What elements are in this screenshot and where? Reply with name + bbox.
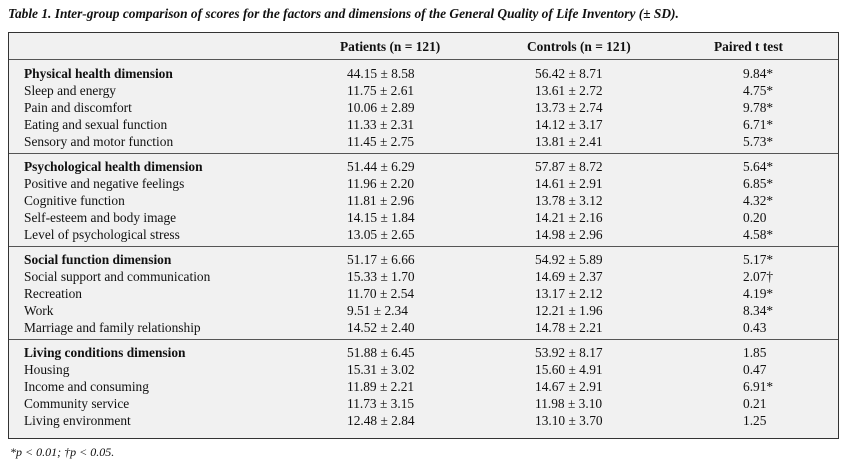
t-test-value: 4.75* xyxy=(743,83,774,98)
header-divider xyxy=(9,59,838,60)
patients-value: 51.88 ± 6.45 xyxy=(347,345,415,360)
patients-value: 15.33 ± 1.70 xyxy=(347,269,415,284)
patients-value: 12.48 ± 2.84 xyxy=(347,413,415,428)
controls-value: 14.21 ± 2.16 xyxy=(535,210,603,225)
t-test-value: 8.34* xyxy=(743,303,774,318)
t-test-value: 6.71* xyxy=(743,117,774,132)
patients-value: 51.17 ± 6.66 xyxy=(347,252,415,267)
row-label: Living environment xyxy=(24,413,131,428)
row-label: Work xyxy=(24,303,54,318)
t-test-value: 6.91* xyxy=(743,379,774,394)
row-label: Social support and communication xyxy=(24,269,211,284)
patients-value: 11.73 ± 3.15 xyxy=(347,396,415,411)
controls-value: 53.92 ± 8.17 xyxy=(535,345,603,360)
patients-value: 13.05 ± 2.65 xyxy=(347,227,415,242)
group-divider xyxy=(9,153,838,154)
row-label: Income and consuming xyxy=(24,379,149,394)
t-test-value: 0.43 xyxy=(743,320,767,335)
row-label: Social function dimension xyxy=(24,252,172,267)
group-divider xyxy=(9,246,838,247)
row-label: Positive and negative feelings xyxy=(24,176,185,191)
patients-value: 15.31 ± 3.02 xyxy=(347,362,415,377)
patients-value: 44.15 ± 8.58 xyxy=(347,66,415,81)
table-header: Patients (n = 121) Controls (n = 121) Pa… xyxy=(9,39,838,57)
group-divider xyxy=(9,339,838,340)
controls-value: 14.61 ± 2.91 xyxy=(535,176,603,191)
t-test-value: 5.64* xyxy=(743,159,774,174)
row-label: Psychological health dimension xyxy=(24,159,203,174)
header-patients: Patients (n = 121) xyxy=(340,39,441,54)
patients-value: 11.96 ± 2.20 xyxy=(347,176,415,191)
controls-value: 14.12 ± 3.17 xyxy=(535,117,603,132)
controls-value: 13.78 ± 3.12 xyxy=(535,193,603,208)
table-caption: Table 1. Inter-group comparison of score… xyxy=(8,6,679,21)
controls-value: 56.42 ± 8.71 xyxy=(535,66,603,81)
patients-value: 11.70 ± 2.54 xyxy=(347,286,415,301)
footnote: *p < 0.01; †p < 0.05. xyxy=(10,445,115,459)
header-t-test: Paired t test xyxy=(714,39,783,54)
controls-value: 12.21 ± 1.96 xyxy=(535,303,603,318)
row-label: Recreation xyxy=(24,286,82,301)
patients-value: 51.44 ± 6.29 xyxy=(347,159,415,174)
t-test-value: 0.47 xyxy=(743,362,767,377)
controls-value: 57.87 ± 8.72 xyxy=(535,159,603,174)
row-label: Marriage and family relationship xyxy=(24,320,201,335)
controls-value: 13.81 ± 2.41 xyxy=(535,134,603,149)
controls-value: 13.61 ± 2.72 xyxy=(535,83,603,98)
header-controls: Controls (n = 121) xyxy=(527,39,631,54)
patients-value: 11.75 ± 2.61 xyxy=(347,83,415,98)
controls-value: 13.17 ± 2.12 xyxy=(535,286,603,301)
row-label: Cognitive function xyxy=(24,193,125,208)
t-test-value: 1.25 xyxy=(743,413,767,428)
t-test-value: 4.19* xyxy=(743,286,774,301)
patients-value: 14.52 ± 2.40 xyxy=(347,320,415,335)
controls-value: 14.78 ± 2.21 xyxy=(535,320,603,335)
row-label: Housing xyxy=(24,362,70,377)
t-test-value: 6.85* xyxy=(743,176,774,191)
row-label: Physical health dimension xyxy=(24,66,173,81)
t-test-value: 5.17* xyxy=(743,252,774,267)
row-label: Self-esteem and body image xyxy=(24,210,177,225)
controls-value: 11.98 ± 3.10 xyxy=(535,396,603,411)
controls-value: 14.67 ± 2.91 xyxy=(535,379,603,394)
t-test-value: 0.21 xyxy=(743,396,767,411)
patients-value: 11.45 ± 2.75 xyxy=(347,134,415,149)
row-label: Pain and discomfort xyxy=(24,100,132,115)
patients-value: 14.15 ± 1.84 xyxy=(347,210,415,225)
t-test-value: 2.07† xyxy=(743,269,774,284)
t-test-value: 9.78* xyxy=(743,100,774,115)
patients-value: 9.51 ± 2.34 xyxy=(347,303,408,318)
controls-value: 13.10 ± 3.70 xyxy=(535,413,603,428)
row-label: Level of psychological stress xyxy=(24,227,180,242)
patients-value: 11.89 ± 2.21 xyxy=(347,379,415,394)
t-test-value: 1.85 xyxy=(743,345,767,360)
row-label: Sensory and motor function xyxy=(24,134,174,149)
controls-value: 15.60 ± 4.91 xyxy=(535,362,603,377)
patients-value: 11.33 ± 2.31 xyxy=(347,117,415,132)
row-label: Sleep and energy xyxy=(24,83,116,98)
t-test-value: 4.32* xyxy=(743,193,774,208)
t-test-value: 5.73* xyxy=(743,134,774,149)
controls-value: 13.73 ± 2.74 xyxy=(535,100,603,115)
patients-value: 10.06 ± 2.89 xyxy=(347,100,415,115)
data-table: Patients (n = 121) Controls (n = 121) Pa… xyxy=(8,32,839,439)
row-label: Eating and sexual function xyxy=(24,117,168,132)
t-test-value: 4.58* xyxy=(743,227,774,242)
t-test-value: 9.84* xyxy=(743,66,774,81)
patients-value: 11.81 ± 2.96 xyxy=(347,193,415,208)
controls-value: 14.69 ± 2.37 xyxy=(535,269,603,284)
t-test-value: 0.20 xyxy=(743,210,767,225)
controls-value: 54.92 ± 5.89 xyxy=(535,252,603,267)
controls-value: 14.98 ± 2.96 xyxy=(535,227,603,242)
row-label: Living conditions dimension xyxy=(24,345,186,360)
row-label: Community service xyxy=(24,396,130,411)
